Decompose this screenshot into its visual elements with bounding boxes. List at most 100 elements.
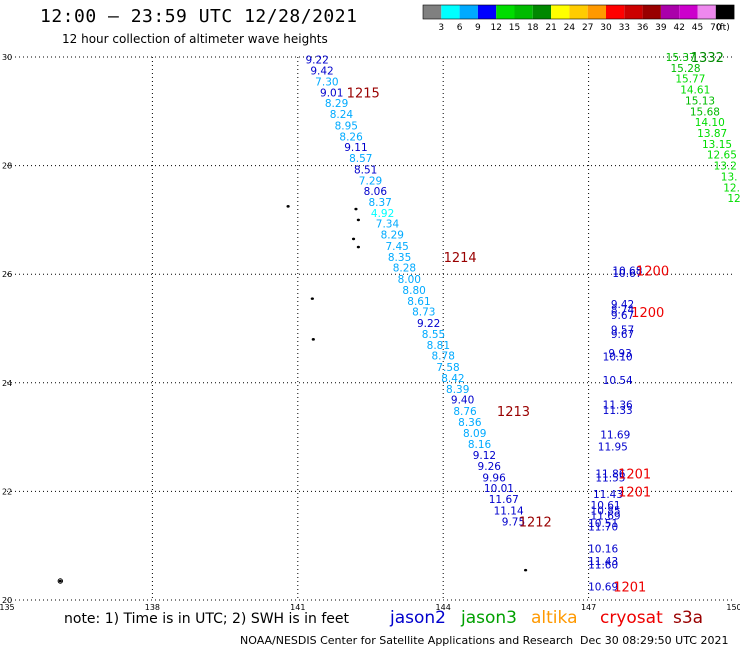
island-marker [286,205,290,208]
wave-height-label: 9.22 [305,55,328,67]
wave-height-label: 8.29 [381,230,404,242]
pass-time-label: 1213 [497,405,530,420]
wave-height-label: 8.51 [354,164,377,176]
legend-swatch [441,5,460,19]
legend-swatch [569,5,588,19]
wave-height-label: 12. [723,182,740,194]
wave-height-label: 9.67 [611,310,634,322]
wave-height-label: 9.40 [451,395,474,407]
island-marker [354,207,358,211]
wave-height-label: 8.39 [446,384,469,396]
wave-height-label: 8.57 [349,153,372,165]
wave-height-label: 9.75 [502,516,525,528]
legend-swatch [532,5,552,19]
x-tick-label: 135 [0,603,15,612]
wave-height-label: 4.92 [371,208,394,220]
wave-height-label: 10.10 [603,352,633,364]
satellite-name-cryosat: cryosat [600,608,663,628]
wave-height-label: 13. [721,171,738,183]
island-marker [351,237,356,241]
wave-height-label: 10.16 [588,543,618,555]
wave-height-label: 8.37 [368,197,391,209]
wave-height-label: 15.13 [685,95,715,107]
wave-height-label: 11.36 [603,400,633,412]
wave-height-label: 11.43 [593,489,623,501]
wave-height-label: 11.55 [595,472,625,484]
wave-height-label: 11.43 [588,556,618,568]
legend-label: 39 [655,23,667,33]
wave-height-label: 14.10 [695,117,725,129]
wave-height-label: 8.09 [463,428,486,440]
island-marker [311,338,315,341]
island-marker [356,218,360,222]
wave-height-label: 8.24 [330,109,354,121]
legend-label: 12 [490,23,501,33]
pass-time-label: 1332 [691,51,724,66]
wave-height-label: 15.28 [671,63,701,75]
wave-height-label: 9.96 [482,472,506,484]
wave-height-label: 8.81 [427,340,450,352]
pass-time-label: 1212 [519,515,552,530]
island-marker [58,579,62,583]
wave-height-label: 8.74 [611,304,635,316]
wave-height-label: 13.15 [702,139,732,151]
wave-height-label: 15.37 [666,52,696,64]
wave-height-label: 8.16 [468,439,492,451]
wave-height-label: 7.45 [385,241,408,253]
x-tick-label: 141 [290,603,305,612]
island-ring [57,578,64,584]
legend-swatch [642,5,661,19]
generated-timestamp: Dec 30 08:29:50 UTC 2021 [580,634,729,647]
wave-height-label: 7.34 [376,219,400,231]
legend-swatch [459,5,478,19]
wave-height-label: 8.00 [398,274,421,286]
wave-height-label: 8.95 [335,120,358,132]
wave-height-label: 10.69 [588,581,618,593]
wave-height-label: 8.73 [412,307,435,319]
wave-height-label: 8.80 [402,285,425,297]
wave-height-label: 9.57 [611,325,634,337]
wave-height-label: 15.68 [690,106,720,118]
wave-height-label: 13.87 [697,128,727,140]
wave-height-label: 11.70 [588,522,618,534]
wave-height-label: 11.67 [489,494,519,506]
island-marker [356,245,360,249]
wave-height-label: 11.60 [588,560,618,572]
island-marker [310,297,314,300]
units-note: note: 1) Time is in UTC; 2) SWH is in fe… [64,611,350,627]
legend-swatch [496,5,515,19]
wave-height-label: 9.67 [611,329,634,341]
wave-height-label: 9.26 [478,461,502,473]
wave-height-label: 7.29 [359,175,382,187]
legend-swatch [624,5,643,19]
legend-label: 30 [600,23,612,33]
wave-height-label: 11.33 [603,405,633,417]
legend-swatch [679,5,698,19]
pass-time-label: 1201 [613,580,646,595]
legend-label: 42 [673,23,684,33]
wave-height-label: 8.42 [441,373,464,385]
wave-height-label: 8.28 [393,263,416,275]
page-subtitle: 12 hour collection of altimeter wave hei… [62,32,328,46]
y-tick-label: 22 [2,487,12,496]
page-title: 12:00 – 23:59 UTC 12/28/2021 [40,6,358,27]
x-tick-label: 150 [726,603,740,612]
wave-height-label: 11.69 [591,510,621,522]
y-tick-label: 20 [2,596,12,605]
island-marker [523,568,528,572]
wave-height-label: 10.68 [612,265,642,277]
pass-time-label: 1200 [631,306,664,321]
wave-height-label: 8.61 [407,296,430,308]
wave-height-label: 9.93 [608,348,631,360]
wave-height-label: 9.22 [417,318,440,330]
wave-height-label: 8.06 [364,186,388,198]
legend-label: 36 [637,23,649,33]
credit-line: NOAA/NESDIS Center for Satellite Applica… [240,634,574,647]
pass-time-label: 1201 [618,467,651,482]
legend-swatch [477,5,497,19]
wave-height-label: 8.26 [339,131,363,143]
legend-swatch [423,5,442,19]
wave-height-label: 10.85 [591,505,621,517]
legend-swatch [551,5,570,19]
